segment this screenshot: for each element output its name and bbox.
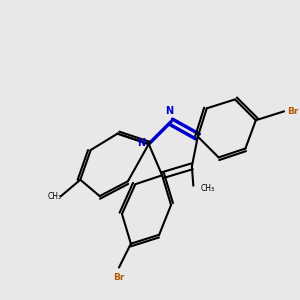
Text: Br: Br bbox=[113, 273, 125, 282]
Text: N: N bbox=[137, 138, 146, 148]
Text: CH₃: CH₃ bbox=[48, 192, 62, 201]
Text: Br: Br bbox=[287, 107, 298, 116]
Text: N: N bbox=[166, 106, 174, 116]
Text: CH₃: CH₃ bbox=[201, 184, 215, 193]
